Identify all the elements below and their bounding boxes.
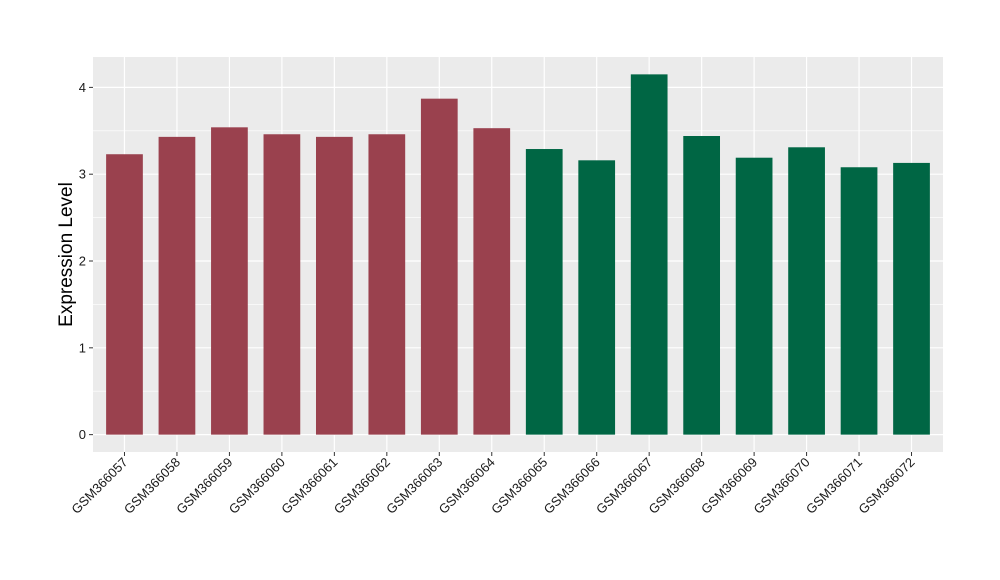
bar-GSM366067 [630,74,668,435]
bar-GSM366064 [473,128,511,435]
y-tick-label: 2 [79,254,86,269]
bar-GSM366071 [840,167,878,435]
y-tick-label: 0 [79,427,86,442]
bar-GSM366072 [893,162,930,435]
bar-GSM366060 [263,134,301,435]
bar-GSM366063 [420,98,458,435]
bar-GSM366058 [158,136,196,435]
y-axis: 0 1 2 3 4 [79,80,93,442]
y-tick-label: 1 [79,340,86,355]
y-tick-label: 3 [79,167,86,182]
bar-GSM366059 [211,127,248,435]
y-axis-title: Expression Level [56,182,77,327]
bar-GSM366062 [368,134,406,435]
bar-GSM366065 [525,149,563,435]
bar-GSM366068 [683,136,721,435]
bar-GSM366061 [315,136,353,435]
bar-GSM366070 [788,147,825,435]
bars [106,74,930,435]
x-tick-label: GSM366072 [855,455,917,517]
bar-GSM366069 [735,157,773,435]
x-axis: GSM366057GSM366058GSM366059GSM366060GSM3… [68,452,918,517]
bar-GSM366066 [578,160,616,435]
y-tick-label: 4 [79,80,86,95]
bar-GSM366057 [106,154,143,435]
